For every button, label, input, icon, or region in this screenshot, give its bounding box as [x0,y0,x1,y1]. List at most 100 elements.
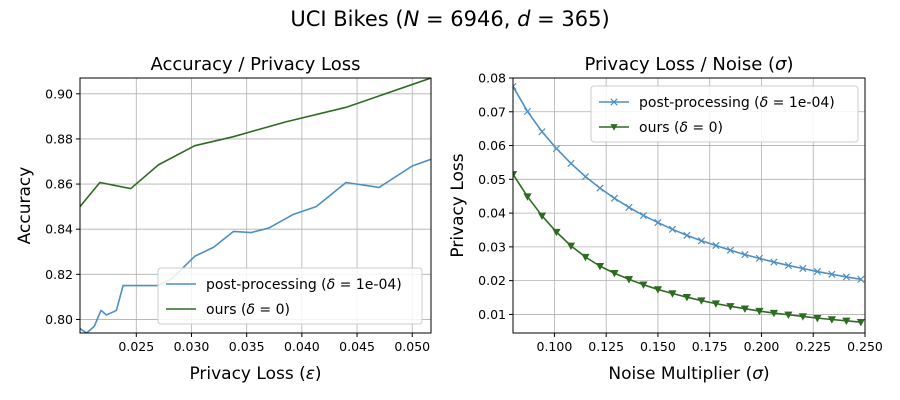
data-point-triangle-marker [740,305,750,313]
data-point-x-marker [697,237,706,245]
data-point-triangle-marker [595,262,605,271]
data-point-triangle-marker [552,228,561,237]
legend-triangle-marker [610,124,618,131]
data-point-x-marker [828,270,836,278]
data-point-x-marker [726,246,735,254]
x-tick-label: 0.100 [537,339,573,354]
legend-entry: ours (δ = 0) [599,120,723,136]
data-point-x-marker [596,184,604,192]
x-tick-label: 0.040 [284,339,320,354]
data-point-triangle-marker [610,270,619,278]
data-point-triangle-marker [726,303,735,311]
data-point-triangle-marker [523,193,532,201]
data-point-triangle-marker [624,276,634,284]
data-point-triangle-marker [581,253,590,262]
data-point-x-marker [513,82,517,91]
data-point-triangle-marker [827,316,836,324]
x-tick-label: 0.175 [692,339,728,354]
series-post-processing [513,82,865,283]
legend-label: ours (δ = 0) [206,302,290,318]
y-tick-label: 0.86 [45,177,73,192]
data-point-triangle-marker [711,300,721,308]
legend-label: post-processing (δ = 1e-04) [206,277,402,293]
series-ours [80,78,431,208]
y-tick-label: 0.02 [478,273,506,288]
data-point-x-marker [813,267,822,276]
y-tick-label: 0.03 [478,239,506,254]
x-tick-label: 0.225 [795,339,831,354]
legend: post-processing (δ = 1e-04) ours (δ = 0) [157,267,423,325]
x-tick-label: 0.050 [394,339,430,354]
x-tick-label: 0.150 [640,339,676,354]
y-tick-label: 0.04 [478,206,506,221]
legend-entry: post-processing (δ = 1e-04) [166,277,402,293]
series-line [80,78,431,208]
y-tick-label: 0.05 [478,172,506,187]
data-point-x-marker [712,241,720,250]
data-point-x-marker [639,211,648,220]
x-tick-label: 0.025 [118,339,154,354]
chart-accuracy-vs-privacy-loss: 0.025 0.030 0.035 0.040 0.045 0.050 0.80 0.82 0.… [15,54,432,384]
legend-entry: ours (δ = 0) [166,302,290,318]
x-axis-label: Privacy Loss (ε) [189,364,321,384]
y-axis-label: Privacy Loss [448,153,468,257]
data-point-triangle-marker [842,317,851,326]
data-point-x-marker [799,264,807,273]
y-tick-label: 0.90 [45,86,73,101]
series-ours [513,171,865,327]
data-point-triangle-marker [639,281,648,289]
legend-label: ours (δ = 0) [639,120,723,136]
data-point-x-marker [654,218,662,227]
figure-suptitle: UCI Bikes (N = 6946, d = 365) [290,7,609,31]
y-tick-label: 0.01 [478,307,506,322]
data-point-triangle-marker [653,286,663,294]
data-point-x-marker [538,128,546,136]
x-axis-label: Noise Multiplier (σ) [608,364,769,384]
x-tick-label: 0.200 [744,339,780,354]
y-tick-label: 0.07 [478,104,506,119]
data-point-triangle-marker [755,307,764,316]
data-point-triangle-marker [856,319,865,327]
y-tick-label: 0.84 [45,222,73,237]
data-point-x-marker [523,107,532,116]
data-point-triangle-marker [668,290,677,298]
data-point-triangle-marker [682,294,692,302]
y-axis-label: Accuracy [15,167,35,245]
data-point-x-marker [842,273,850,281]
data-point-x-marker [784,261,793,270]
data-point-x-marker [625,203,633,211]
legend-box [590,85,859,143]
plot-frame [512,77,866,334]
y-tick-label: 0.08 [478,71,506,86]
data-point-x-marker [857,275,865,283]
x-tick-label: 0.250 [847,339,883,354]
plot-frame [79,77,432,334]
data-point-triangle-marker [513,171,518,179]
legend-box [157,267,423,325]
data-point-triangle-marker [697,297,706,305]
y-tick-label: 0.88 [45,131,73,146]
y-tick-label: 0.06 [478,138,506,153]
x-tick-label: 0.045 [339,339,375,354]
legend-label: post-processing (δ = 1e-04) [639,95,835,111]
x-tick-label: 0.035 [229,339,265,354]
data-point-x-marker [552,144,561,153]
chart-privacy-loss-vs-noise: 0.100 0.125 0.150 0.175 0.200 0.225 0.250 0.01 0… [448,54,883,384]
data-point-x-marker [668,225,677,233]
legend: post-processing (δ = 1e-04) ours (δ = 0) [590,85,859,143]
data-point-x-marker [683,231,691,240]
data-point-x-marker [581,172,590,181]
data-point-triangle-marker [566,242,576,251]
chart-title: Accuracy / Privacy Loss [150,54,360,75]
data-point-triangle-marker [537,212,547,221]
legend-x-marker [610,98,618,106]
x-tick-label: 0.125 [588,339,624,354]
data-point-triangle-marker [798,313,807,321]
chart-title: Privacy Loss / Noise (σ) [584,54,793,75]
data-point-triangle-marker [769,309,779,318]
y-tick-label: 0.82 [45,267,73,282]
data-point-triangle-marker [813,314,822,323]
data-point-x-marker [770,258,778,266]
data-point-x-marker [567,159,575,168]
